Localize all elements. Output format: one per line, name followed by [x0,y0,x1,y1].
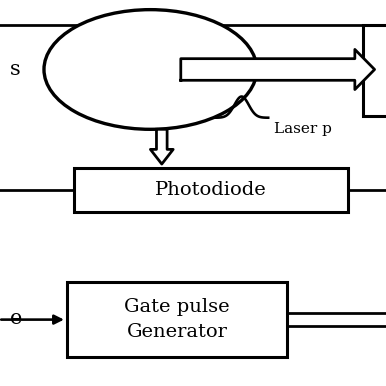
Ellipse shape [44,10,257,129]
Polygon shape [181,49,374,90]
Text: Photodiode: Photodiode [155,181,267,199]
Polygon shape [151,129,173,164]
Bar [67,282,287,357]
Text: Gate pulse
Generator: Gate pulse Generator [124,298,230,341]
Bar [74,168,348,212]
Text: s: s [10,60,20,79]
Text: e: e [10,309,22,328]
Text: Laser p: Laser p [274,122,332,136]
Bar [363,25,386,116]
